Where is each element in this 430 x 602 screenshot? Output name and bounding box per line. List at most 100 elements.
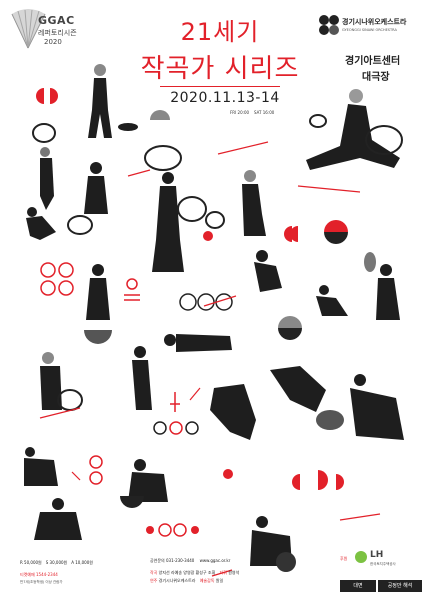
hoop-shape <box>205 211 225 229</box>
performer-figure <box>86 264 110 320</box>
performer-figure <box>316 285 348 316</box>
orchestra-name-en: GYEONGGI SINAWI ORCHESTRA <box>342 28 397 32</box>
title-line1: 21세기 <box>180 18 260 46</box>
grey-halfcircle-shape <box>324 232 348 244</box>
venue-line1: 경기아트센터 <box>345 56 401 67</box>
red-ring-shape <box>58 280 74 296</box>
hoop-shape <box>32 123 56 143</box>
sponsor-name: LH <box>370 550 384 560</box>
sponsor-label: 후원 <box>340 556 348 561</box>
red-ring-shape <box>40 262 56 278</box>
red-dot-shape <box>146 526 154 534</box>
ring-shape <box>179 293 197 311</box>
red-halfcircle-shape <box>50 88 58 104</box>
red-ring-shape <box>89 471 103 485</box>
red-ring-shape <box>58 262 74 278</box>
venue-line2: 대극장 <box>362 72 390 83</box>
disc-shape <box>364 252 376 272</box>
red-halfcircle-shape <box>284 226 292 242</box>
sponsor: 후원 LH 한국토지주택공사 <box>340 548 426 572</box>
performer-figure <box>26 207 56 240</box>
fan-logo-icon <box>11 9 46 49</box>
performer-figure <box>376 264 400 320</box>
red-ring-shape <box>40 280 56 296</box>
performer-figure <box>254 250 282 292</box>
hoop-shape <box>365 125 403 155</box>
ticket-r-price: R 50,000원 <box>20 560 42 565</box>
grey-halfcircle-shape <box>120 496 144 508</box>
red-halfcircle-shape <box>336 474 344 490</box>
grey-halfcircle-shape <box>150 110 170 120</box>
badge-left: 대면 <box>340 580 376 592</box>
director-text: 원일 <box>215 578 224 583</box>
performer-figure <box>128 459 168 502</box>
ring-shape <box>185 421 199 435</box>
red-ring-shape <box>89 455 103 469</box>
ticket-info: R 50,000원 S 30,000원 A 10,000원 티켓예매 1544-… <box>20 560 140 585</box>
orchestra-emblem-icon <box>319 15 339 35</box>
ring-shape <box>153 421 167 435</box>
hoop-shape <box>177 196 207 222</box>
festival-logo-text: GGAC <box>38 14 75 27</box>
ticket-booking: 티켓예매 1544-2344 <box>20 572 58 577</box>
performer-figure <box>24 447 58 486</box>
hoop-shape <box>57 389 83 411</box>
ticket-s-price: S 30,000원 <box>45 560 68 565</box>
grey-halfcircle-shape <box>278 328 302 340</box>
conductor-text: 원영석 <box>228 570 240 575</box>
website-link[interactable]: www.ggac.or.kr <box>199 558 231 563</box>
orchestra-logo: 경기시나위오케스트라 GYEONGGI SINAWI ORCHESTRA <box>318 14 426 40</box>
performer-figure <box>242 170 266 236</box>
performer-label: 연주 <box>150 578 158 583</box>
performer-figure <box>152 172 184 272</box>
disc-shape <box>276 552 296 572</box>
red-halfcircle-shape <box>324 220 348 232</box>
event-info: 공연문의 031-230-3440 www.ggac.or.kr 작곡 양지선 … <box>150 558 290 584</box>
composers-text: 양지선 라예송 양영광 황성구 조휘 <box>158 570 216 575</box>
conductor-label: 지휘 <box>219 570 227 575</box>
director-label: 예술감독 <box>199 578 215 583</box>
red-halfcircle-shape <box>290 226 298 242</box>
performer-figure <box>84 162 108 214</box>
red-dot-shape <box>223 469 233 479</box>
performer-figure <box>270 366 326 412</box>
lh-logo-icon <box>355 551 367 563</box>
red-ring-shape <box>169 421 183 435</box>
hoop-shape <box>309 114 327 128</box>
event-time-sat: SAT 16:00 <box>254 110 275 115</box>
ticket-age: 만7세(초등학생) 이상 관람가 <box>20 580 63 584</box>
red-ring-shape <box>173 523 187 537</box>
event-date: 2020.11.13-14 <box>170 90 280 106</box>
red-dot-shape <box>203 231 213 241</box>
festival-subtitle: 레퍼토리시즌 <box>38 29 77 37</box>
event-time-fri: FRI 20:00 <box>230 110 250 115</box>
ring-shape <box>197 293 215 311</box>
red-halfcircle-shape <box>318 470 328 490</box>
performer-text: 경기시나위오케스트라 <box>158 578 196 583</box>
title-line2: 작곡가 시리즈 <box>140 54 300 84</box>
ticket-a-price: A 10,000원 <box>71 560 93 565</box>
performer-figure <box>40 147 54 210</box>
grey-halfcircle-shape <box>278 316 302 328</box>
red-ring-shape <box>158 523 172 537</box>
orchestra-name-kr: 경기시나위오케스트라 <box>342 18 407 26</box>
performer-figure <box>34 498 82 540</box>
performer-figure <box>40 352 62 410</box>
performer-figure <box>210 384 256 440</box>
grey-halfcircle-shape <box>84 330 112 344</box>
sponsor-name-sub: 한국토지주택공사 <box>370 562 396 566</box>
performer-figure <box>132 346 152 410</box>
red-halfcircle-shape <box>292 474 300 490</box>
festival-year: 2020 <box>44 38 62 46</box>
hoop-shape <box>67 215 93 235</box>
performer-figure <box>350 374 404 440</box>
inquiry-text: 공연문의 031-230-3440 <box>150 558 195 563</box>
red-dot-shape <box>191 526 199 534</box>
performer-figure <box>306 89 400 170</box>
performer-figure <box>164 334 232 352</box>
red-halfcircle-shape <box>36 88 44 104</box>
composer-label: 작곡 <box>150 570 158 575</box>
festival-logo: GGAC 레퍼토리시즌 2020 <box>8 8 78 58</box>
